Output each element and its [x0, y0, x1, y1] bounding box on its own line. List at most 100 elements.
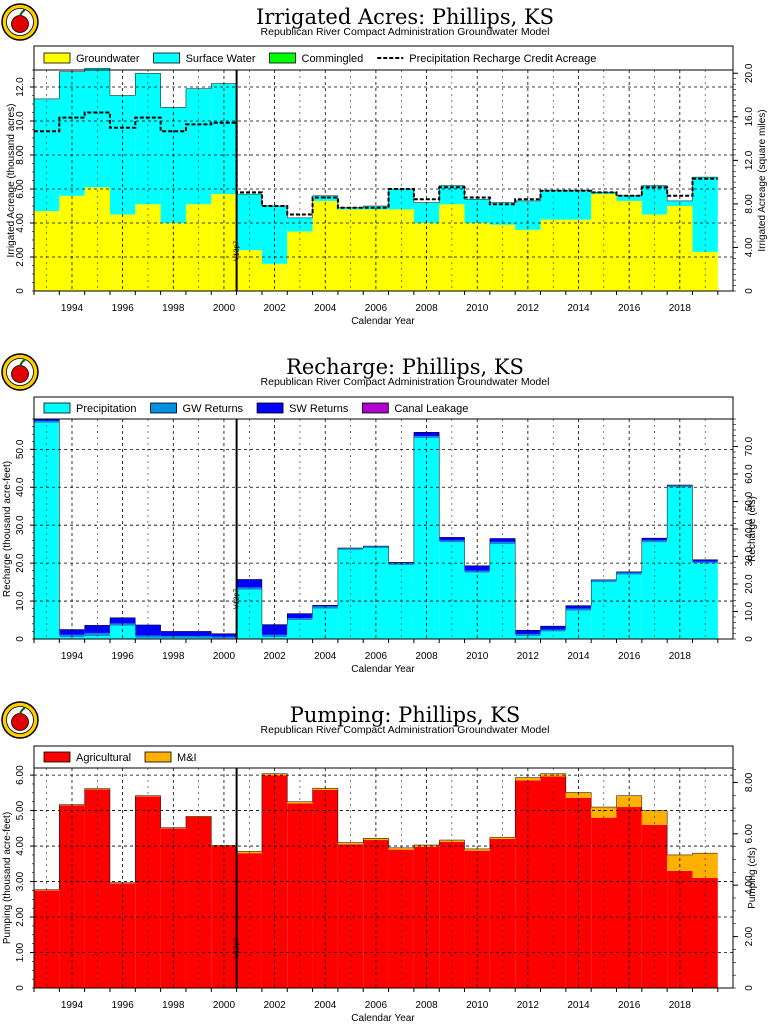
version-marker-label: V12p7: [234, 589, 241, 609]
bar: [692, 878, 718, 988]
y2-tick-label: 10.0: [744, 601, 755, 621]
legend-swatch: [43, 402, 71, 414]
bar: [160, 637, 186, 639]
y-tick-label-zero: 0: [15, 636, 26, 642]
legend-label: M&I: [177, 752, 197, 764]
x-tick-label: 1996: [112, 303, 135, 314]
bar: [59, 637, 85, 639]
bar: [616, 571, 642, 573]
x-tick-label: 2006: [365, 303, 388, 314]
y-tick-label: 6.00: [15, 179, 26, 199]
y-axis-label: Irrigated Acreage (thousand acres): [6, 104, 17, 258]
x-tick-label: 2014: [567, 651, 590, 662]
bar: [337, 547, 364, 550]
bar: [667, 206, 693, 291]
y-tick-label: 5.00: [15, 800, 26, 820]
y2-tick-label: 20.0: [744, 63, 755, 83]
y2-tick-label-zero: 0: [744, 636, 755, 642]
y2-tick-label: 60.0: [744, 464, 755, 484]
version-marker-label: V12p7: [234, 938, 241, 958]
y-tick-label: 4.00: [15, 836, 26, 856]
bar: [135, 795, 161, 797]
bar: [489, 202, 516, 225]
bar: [641, 214, 668, 291]
legend-swatch: [150, 402, 177, 414]
bar: [464, 848, 490, 851]
bar: [236, 579, 262, 588]
y2-tick-label: 4.00: [744, 237, 755, 257]
bar: [565, 219, 592, 291]
y2-tick-label: 30.0: [744, 546, 755, 566]
legend-swatch: [144, 751, 172, 763]
bar: [185, 637, 212, 639]
bar: [160, 827, 186, 829]
bar: [363, 206, 389, 210]
y-axis-label: Pumping (thousand acre-feet): [2, 812, 13, 944]
y2-tick-label: 6.00: [744, 824, 755, 844]
bar: [464, 565, 490, 571]
x-tick-label: 1998: [162, 303, 185, 314]
x-tick-label: 1994: [61, 303, 84, 314]
chart-subtitle: Republican River Compact Administration …: [261, 724, 550, 736]
bar: [185, 816, 212, 988]
bar: [84, 788, 110, 790]
bar: [692, 561, 718, 564]
x-tick-label: 2000: [213, 303, 236, 314]
bar: [413, 432, 440, 437]
bar: [565, 608, 592, 611]
y2-axis-label: Irrigated Acreage (square miles): [757, 109, 768, 251]
bar: [84, 635, 110, 639]
bar: [565, 792, 592, 798]
chart-title: Irrigated Acres: Phillips, KS: [256, 5, 554, 29]
apple-icon: [11, 713, 29, 731]
bar: [667, 854, 693, 871]
x-tick-label: 2012: [517, 651, 540, 662]
bar-outline: [34, 68, 718, 219]
bar: [413, 202, 440, 223]
apple-icon: [11, 15, 29, 33]
bar-outline: [34, 418, 718, 634]
x-tick-label: 2004: [314, 303, 337, 314]
x-tick-label: 2000: [213, 1000, 236, 1011]
bar: [185, 204, 212, 291]
bar: [59, 71, 85, 196]
bar: [439, 204, 465, 291]
x-tick-label: 2016: [618, 1000, 641, 1011]
y2-tick-label: 12.0: [744, 150, 755, 170]
bar: [287, 618, 313, 621]
legend-label: Commingled: [302, 53, 364, 65]
leaf-icon: [19, 359, 26, 367]
y2-axis-label: Pumping (cfs): [747, 847, 758, 909]
logo-icon: [1, 353, 39, 391]
x-tick-label: 2006: [365, 651, 388, 662]
y-tick-label-zero: 0: [15, 288, 26, 294]
legend-label: Precipitation Recharge Credit Acreage: [409, 53, 596, 65]
bar: [692, 559, 718, 562]
x-tick-label: 2008: [415, 303, 438, 314]
bar: [34, 889, 60, 891]
bar: [591, 807, 617, 818]
x-tick-label: 1998: [162, 1000, 185, 1011]
x-tick-label: 2014: [567, 303, 590, 314]
y-tick-label: 2.00: [15, 907, 26, 927]
bar: [185, 631, 212, 636]
logo-icon: [1, 3, 39, 41]
bar: [591, 817, 617, 988]
y2-tick-label: 50.0: [744, 491, 755, 511]
x-tick-label: 2002: [263, 1000, 286, 1011]
legend-box: [33, 745, 734, 769]
y2-axis-label: Recharge (cfs): [747, 496, 758, 562]
x-axis-label: Calendar Year: [351, 664, 415, 675]
legend-swatch: [361, 402, 389, 414]
x-tick-label: 2002: [263, 651, 286, 662]
bar: [135, 204, 161, 291]
chart-subtitle: Republican River Compact Administration …: [261, 26, 550, 38]
bar: [540, 219, 566, 291]
bar: [236, 853, 262, 988]
x-tick-label: 2016: [618, 303, 641, 314]
legend-label: Surface Water: [186, 53, 256, 65]
bar: [388, 847, 414, 850]
x-tick-label: 2014: [567, 1000, 590, 1011]
bar: [109, 625, 136, 639]
y-tick-label: 6.00: [15, 765, 26, 785]
